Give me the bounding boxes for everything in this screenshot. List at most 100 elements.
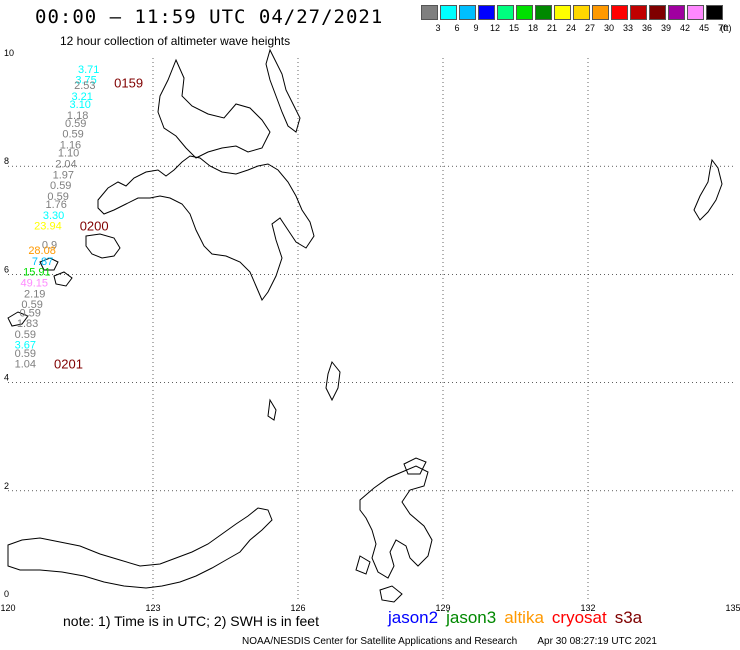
legend-swatch-6 — [440, 5, 457, 20]
legend-label-15: 15 — [508, 23, 519, 33]
footer: NOAA/NESDIS Center for Satellite Applica… — [242, 636, 675, 647]
coastline-talaud — [325, 360, 341, 402]
legend-swatch-39 — [649, 5, 666, 20]
legend-swatch-33 — [611, 5, 628, 20]
legend-swatch-9 — [459, 5, 476, 20]
note-text: note: 1) Time is in UTC; 2) SWH is in fe… — [63, 613, 319, 629]
swh-value: 0.59 — [15, 329, 36, 341]
map-title: 00:00 – 11:59 UTC 04/27/2021 — [35, 6, 384, 28]
legend-label-30: 30 — [603, 23, 614, 33]
coastline-sulu-2 — [53, 271, 73, 287]
lat-tick-8: 8 — [4, 156, 9, 166]
swh-value: 3.67 — [15, 340, 36, 352]
swh-value: 7.87 — [32, 256, 53, 268]
legend-label-27: 27 — [584, 23, 595, 33]
swh-value: 23.94 — [34, 221, 62, 233]
legend-swatch-30 — [592, 5, 609, 20]
coastline-sulu-3 — [7, 311, 29, 327]
legend-swatch-45 — [687, 5, 704, 20]
coastline-sulawesi — [7, 507, 273, 589]
legend-label-33: 33 — [622, 23, 633, 33]
swh-value: 1.16 — [60, 140, 81, 152]
lon-tick-123: 123 — [145, 603, 160, 613]
legend-label-9: 9 — [473, 23, 479, 33]
legend-swatch-24 — [554, 5, 571, 20]
swh-value: 1.97 — [53, 169, 74, 181]
satellite-jason2: jason2 — [388, 608, 439, 627]
satellite-cryosat: cryosat — [551, 608, 607, 627]
swh-value: 0.59 — [47, 191, 68, 203]
legend-label-6: 6 — [454, 23, 460, 33]
swh-value: 0.59 — [65, 118, 86, 130]
legend-swatch-21 — [535, 5, 552, 20]
swh-value: 0.59 — [50, 180, 71, 192]
swh-value: 15.91 — [23, 267, 51, 279]
legend-label-21: 21 — [546, 23, 557, 33]
coastline-sangihe — [267, 398, 277, 421]
legend-label-18: 18 — [527, 23, 538, 33]
time-label-0200: 0200 — [80, 219, 109, 234]
swh-value: 1.04 — [15, 359, 36, 371]
legend-label-70: 70 — [717, 23, 728, 33]
swh-value: 3.75 — [75, 75, 96, 87]
swh-value: 1.83 — [17, 318, 38, 330]
legend-swatch-12 — [478, 5, 495, 20]
swh-value: 0.59 — [15, 348, 36, 360]
legend-swatch-36 — [630, 5, 647, 20]
time-label-0201: 0201 — [54, 357, 83, 372]
satellite-jason3: jason3 — [446, 608, 497, 627]
swh-value: 0.59 — [21, 299, 42, 311]
swh-value: 28.08 — [28, 245, 56, 257]
coastline-mindanao-north — [157, 58, 271, 159]
legend-swatch-42 — [668, 5, 685, 20]
time-label-0159: 0159 — [114, 75, 143, 90]
legend-label-24: 24 — [565, 23, 576, 33]
lat-tick-6: 6 — [4, 264, 9, 274]
satellite-altika: altika — [504, 608, 544, 627]
coastline-palau — [693, 158, 723, 221]
swh-value: 2.04 — [55, 158, 76, 170]
coastline-halmahera — [359, 465, 433, 579]
legend-label-42: 42 — [679, 23, 690, 33]
swh-track: 3.713.752.533.213.101.180.590.591.161.10… — [15, 64, 143, 372]
legend-swatch-70 — [706, 5, 723, 20]
lat-tick-4: 4 — [4, 373, 9, 383]
swh-value: 2.19 — [24, 288, 45, 300]
coastline-mindanao — [97, 155, 315, 301]
legend-swatch-27 — [573, 5, 590, 20]
lat-tick-2: 2 — [4, 481, 9, 491]
satellite-s3a: s3a — [614, 608, 643, 627]
axis-tick-labels: 120 123 126 129 132 135 0 2 4 6 8 10 — [0, 48, 740, 613]
lon-tick-132: 132 — [580, 603, 595, 613]
coastline-bacan — [379, 585, 403, 603]
lon-tick-120: 120 — [0, 603, 15, 613]
swh-value: 3.30 — [43, 210, 64, 222]
legend-swatch-15 — [497, 5, 514, 20]
swh-value: 0.59 — [19, 307, 40, 319]
footer-agency: NOAA/NESDIS Center for Satellite Applica… — [242, 636, 518, 647]
swh-value: 2.53 — [74, 80, 95, 92]
coastline-obi — [355, 555, 371, 575]
coastlines — [7, 48, 723, 603]
legend-swatch-3 — [421, 5, 438, 20]
swh-value: 3.71 — [78, 64, 99, 76]
lon-tick-126: 126 — [290, 603, 305, 613]
legend-label-12: 12 — [489, 23, 500, 33]
lon-tick-129: 129 — [435, 603, 450, 613]
swh-value: 0.59 — [62, 129, 83, 141]
satellite-legend: jason2 jason3 altika cryosat s3a — [388, 608, 650, 628]
lon-tick-135: 135 — [725, 603, 740, 613]
lat-tick-0: 0 — [4, 589, 9, 599]
map-subtitle: 12 hour collection of altimeter wave hei… — [60, 34, 291, 48]
swh-value: 1.76 — [45, 199, 66, 211]
legend-label-39: 39 — [660, 23, 671, 33]
legend-unit: (ft) — [720, 23, 732, 33]
legend-label-45: 45 — [698, 23, 709, 33]
coastline-zamboanga — [85, 233, 121, 259]
legend-swatch-18 — [516, 5, 533, 20]
coastline-morotai — [403, 457, 427, 475]
lat-tick-10: 10 — [4, 48, 14, 58]
swh-value: 3.10 — [70, 99, 91, 111]
legend-label-3: 3 — [435, 23, 441, 33]
